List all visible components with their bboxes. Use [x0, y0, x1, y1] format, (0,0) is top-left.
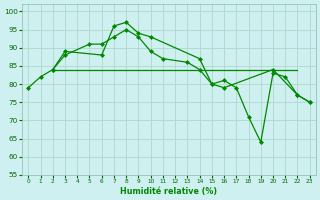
X-axis label: Humidité relative (%): Humidité relative (%): [120, 187, 218, 196]
